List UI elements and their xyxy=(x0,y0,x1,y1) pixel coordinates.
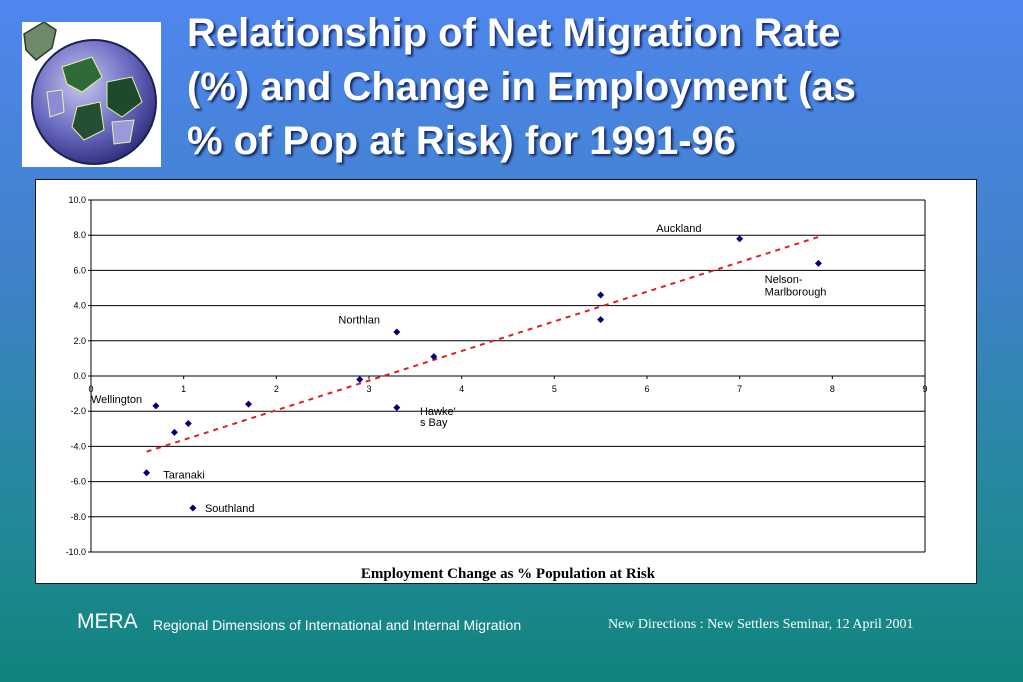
footer-subtitle: Regional Dimensions of International and… xyxy=(153,617,522,633)
x-tick-label: 9 xyxy=(922,384,927,394)
data-point xyxy=(170,428,178,436)
x-tick-label: 1 xyxy=(181,384,186,394)
point-annotation: Nelson- xyxy=(765,274,803,286)
data-point xyxy=(356,376,364,384)
x-tick-label: 7 xyxy=(737,384,742,394)
data-point xyxy=(393,404,401,412)
y-tick-label: 6.0 xyxy=(73,265,86,275)
logo xyxy=(22,21,161,167)
globe-puzzle-icon xyxy=(23,21,157,165)
y-tick-label: 2.0 xyxy=(73,336,86,346)
point-annotation: Marlborough xyxy=(765,287,827,299)
x-tick-label: 4 xyxy=(459,384,464,394)
title-line: Relationship of Net Migration Rate xyxy=(187,11,841,55)
data-point xyxy=(814,259,822,267)
point-annotation: s Bay xyxy=(420,417,448,429)
y-tick-label: 10.0 xyxy=(68,195,86,205)
data-point xyxy=(393,328,401,336)
x-tick-label: 2 xyxy=(274,384,279,394)
x-tick-label: 3 xyxy=(366,384,371,394)
x-tick-label: 5 xyxy=(552,384,557,394)
y-tick-label: -2.0 xyxy=(70,406,86,416)
y-tick-label: -10.0 xyxy=(65,547,86,557)
data-point xyxy=(245,400,253,408)
y-tick-label: -8.0 xyxy=(70,512,86,522)
data-point xyxy=(189,504,197,512)
scatter-chart: -10.0 -8.0 -6.0 -4.0 -2.0 0.0 2.0 4.0 6.0 8.0 10.0… xyxy=(65,195,927,582)
trendline xyxy=(146,236,819,453)
data-point xyxy=(152,402,160,410)
point-annotation: Hawke' xyxy=(420,406,456,418)
point-annotation: Southland xyxy=(205,503,255,515)
footer-event: New Directions : New Settlers Seminar, 1… xyxy=(608,617,914,632)
slide-title: Relationship of Net Migration Rate (%) a… xyxy=(187,6,1007,168)
point-annotation: Auckland xyxy=(656,223,701,235)
point-annotation: Northlan xyxy=(338,315,380,327)
data-point xyxy=(597,291,605,299)
x-tick-label: 0 xyxy=(88,384,93,394)
data-point xyxy=(736,235,744,243)
footer-org: MERA xyxy=(77,610,138,633)
x-tick-label: 6 xyxy=(644,384,649,394)
y-tick-label: 0.0 xyxy=(73,371,86,381)
y-tick-label: -4.0 xyxy=(70,441,86,451)
data-point xyxy=(430,353,438,361)
chart-panel: -10.0 -8.0 -6.0 -4.0 -2.0 0.0 2.0 4.0 6.0 8.0 10.0… xyxy=(35,179,977,584)
y-tick-label: 8.0 xyxy=(73,230,86,240)
y-tick-label: 4.0 xyxy=(73,301,86,311)
data-point xyxy=(143,469,151,477)
x-axis-title: Employment Change as % Population at Ris… xyxy=(361,566,656,582)
x-tick-label: 8 xyxy=(830,384,835,394)
data-point xyxy=(184,420,192,428)
data-point xyxy=(597,316,605,324)
point-annotation: Taranaki xyxy=(163,470,205,482)
point-annotation: Wellington xyxy=(91,394,142,406)
y-tick-label: -6.0 xyxy=(70,477,86,487)
title-line: % of Pop at Risk) for 1991-96 xyxy=(187,119,737,163)
title-line: (%) and Change in Employment (as xyxy=(187,65,856,109)
